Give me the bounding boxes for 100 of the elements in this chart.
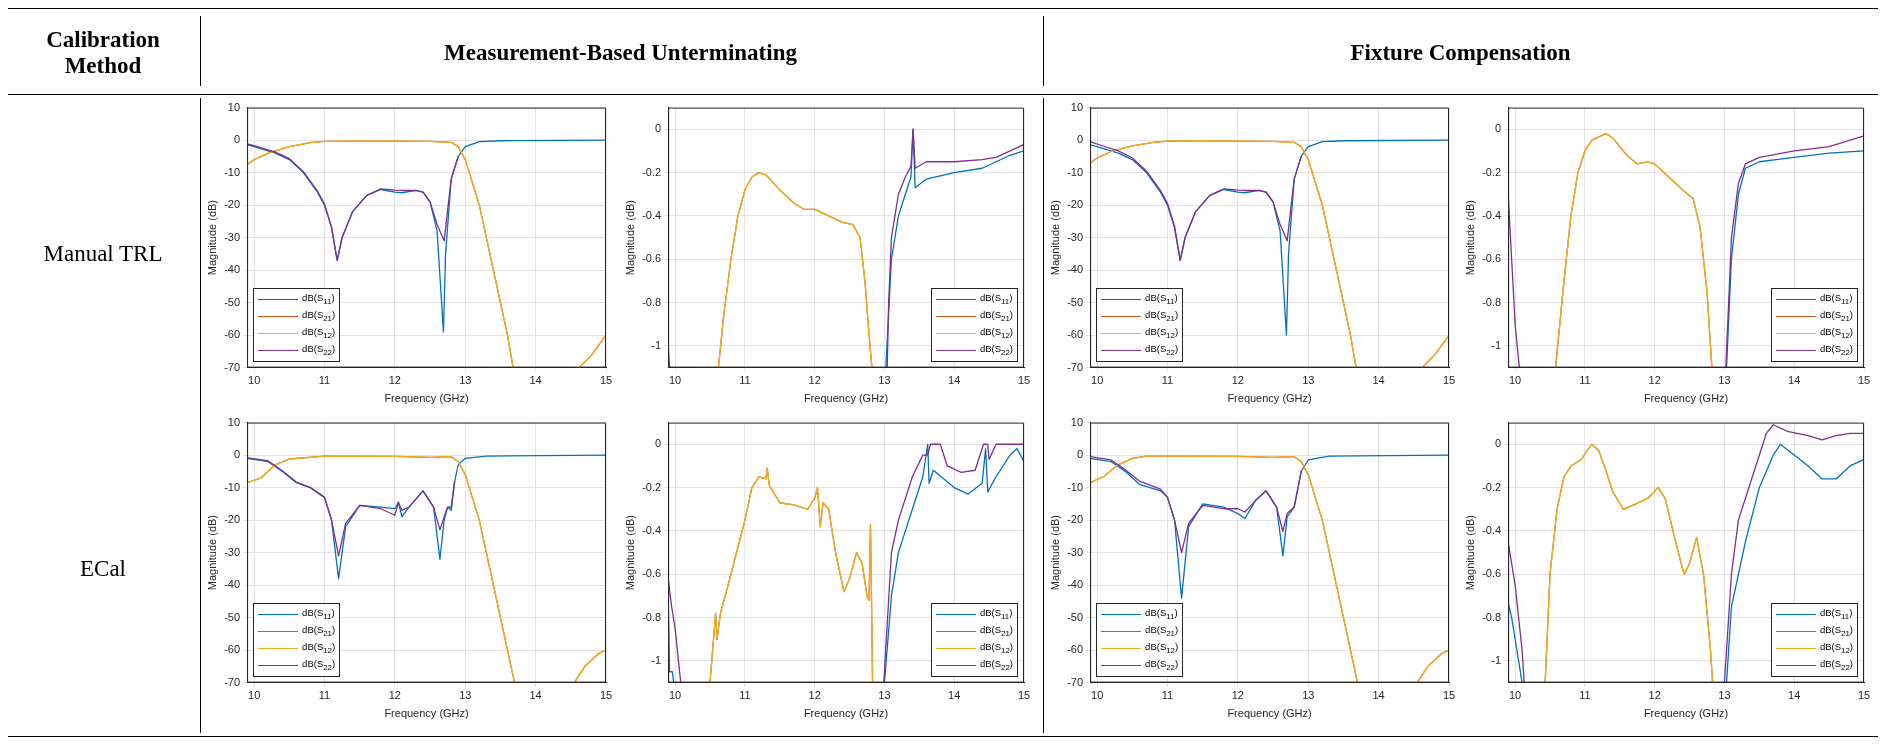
x-tick-label: 14 [948, 374, 961, 387]
legend-label: dB(S$_{12}$) [1145, 326, 1179, 341]
legend-label: dB(S$_{22}$) [979, 343, 1013, 358]
y-tick-label: 0 [1076, 448, 1084, 461]
x-tick-label: 12 [1648, 374, 1661, 387]
y-tick-label: -60 [1067, 643, 1084, 656]
x-tick-label: 15 [1442, 374, 1456, 387]
y-tick-label: 10 [1070, 415, 1084, 428]
legend-label: dB(S$_{22}$) [1145, 343, 1179, 358]
x-tick-label: 15 [1442, 689, 1456, 702]
y-axis-title: Magnitude (dB) [205, 199, 218, 276]
y-tick-label: -30 [224, 230, 241, 243]
y-tick-label: -20 [1067, 198, 1084, 211]
y-tick-label: -50 [224, 610, 241, 623]
y-tick-label: -50 [1067, 295, 1084, 308]
y-tick-label: -1 [1491, 338, 1502, 351]
legend-label: dB(S$_{11}$) [1145, 292, 1178, 307]
y-axis-title: Magnitude (dB) [1048, 199, 1061, 276]
x-tick-label: 15 [1857, 689, 1871, 702]
y-tick-label: -1 [651, 338, 662, 351]
x-tick-label: 13 [1718, 689, 1731, 702]
legend-label: dB(S$_{12}$) [302, 641, 336, 656]
legend-label: dB(S$_{12}$) [1145, 641, 1179, 656]
x-tick-label: 11 [1579, 689, 1591, 702]
legend-label: dB(S$_{11}$) [979, 607, 1013, 622]
x-tick-label: 12 [388, 689, 402, 702]
x-tick-label: 10 [1509, 374, 1522, 387]
y-axis-title: Magnitude (dB) [205, 514, 218, 591]
y-tick-label: -0.2 [642, 165, 662, 178]
y-tick-label: -40 [224, 578, 241, 591]
x-axis-title: Frequency (GHz) [1643, 707, 1729, 720]
x-tick-label: 15 [599, 374, 613, 387]
x-tick-label: 13 [1718, 374, 1731, 387]
y-tick-label: -50 [1067, 610, 1084, 623]
x-tick-label: 12 [1648, 689, 1661, 702]
x-tick-label: 10 [669, 374, 682, 387]
x-tick-label: 14 [1788, 374, 1801, 387]
y-tick-label: -40 [1067, 263, 1084, 276]
y-tick-label: 0 [233, 448, 241, 461]
y-tick-label: -0.8 [1482, 295, 1502, 308]
y-tick-label: -60 [224, 328, 241, 341]
x-tick-label: 12 [388, 374, 402, 387]
y-tick-label: -0.4 [1482, 523, 1502, 536]
x-tick-label: 13 [878, 374, 891, 387]
y-tick-label: -1 [1491, 653, 1502, 666]
text: Manual TRL [43, 241, 163, 267]
x-tick-label: 13 [459, 689, 472, 702]
y-tick-label: -30 [1067, 230, 1084, 243]
legend-label: dB(S$_{21}$) [1145, 624, 1179, 639]
legend-label: dB(S$_{22}$) [1819, 343, 1853, 358]
legend-label: dB(S$_{11}$) [302, 607, 335, 622]
y-tick-label: 0 [1495, 437, 1502, 450]
y-tick-label: 10 [227, 415, 241, 428]
y-tick-label: -10 [1067, 165, 1084, 178]
y-tick-label: -1 [651, 653, 662, 666]
y-tick-label: 0 [1495, 122, 1502, 135]
x-tick-label: 14 [1788, 689, 1801, 702]
legend-label: dB(S$_{21}$) [1145, 309, 1179, 324]
y-tick-label: -70 [224, 675, 241, 688]
y-tick-label: 0 [655, 437, 662, 450]
y-tick-label: 10 [227, 100, 241, 113]
x-tick-label: 14 [1372, 689, 1385, 702]
x-tick-label: 14 [948, 689, 961, 702]
text: ECal [80, 556, 126, 582]
legend-label: dB(S$_{21}$) [979, 624, 1013, 639]
y-tick-label: -60 [224, 643, 241, 656]
legend-label: dB(S$_{12}$) [302, 326, 336, 341]
x-axis-title: Frequency (GHz) [384, 707, 469, 720]
legend-label: dB(S$_{12}$) [979, 641, 1013, 656]
x-tick-label: 14 [1372, 374, 1385, 387]
y-tick-label: -0.6 [1482, 252, 1502, 265]
y-tick-label: -40 [1067, 578, 1084, 591]
y-tick-label: -10 [224, 165, 241, 178]
x-tick-label: 12 [1231, 689, 1245, 702]
x-axis-title: Frequency (GHz) [1643, 392, 1729, 405]
y-tick-label: -0.4 [1482, 208, 1502, 221]
y-tick-label: 0 [233, 133, 241, 146]
x-tick-label: 11 [1161, 374, 1174, 387]
x-tick-label: 10 [248, 689, 261, 702]
legend-label: dB(S$_{11}$) [1819, 607, 1853, 622]
x-tick-label: 11 [1579, 374, 1591, 387]
y-tick-label: -10 [1067, 480, 1084, 493]
x-axis-title: Frequency (GHz) [803, 392, 889, 405]
y-tick-label: -20 [224, 198, 241, 211]
x-tick-label: 10 [669, 689, 682, 702]
x-tick-label: 11 [1161, 689, 1174, 702]
legend-label: dB(S$_{12}$) [1819, 641, 1853, 656]
x-tick-label: 11 [739, 374, 751, 387]
y-tick-label: -20 [1067, 513, 1084, 526]
y-tick-label: -70 [1067, 360, 1084, 373]
x-tick-label: 15 [1017, 689, 1031, 702]
text: Fixture Compensation [1350, 40, 1571, 66]
y-tick-label: -60 [1067, 328, 1084, 341]
x-tick-label: 13 [1302, 374, 1315, 387]
x-tick-label: 10 [1509, 689, 1522, 702]
x-tick-label: 15 [599, 689, 613, 702]
x-tick-label: 10 [1091, 689, 1104, 702]
y-tick-label: -0.2 [1482, 480, 1502, 493]
legend-label: dB(S$_{22}$) [1819, 658, 1853, 673]
y-axis-title: Magnitude (dB) [623, 514, 636, 591]
